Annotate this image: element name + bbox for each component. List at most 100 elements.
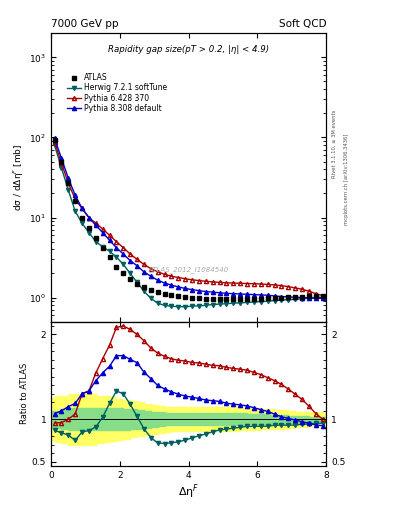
Herwig 7.2.1 softTune (259, 298, 263, 305)
Herwig 7.2.1 softTune (162, 302, 167, 308)
ATLAS (162, 291, 167, 297)
ATLAS (210, 296, 215, 302)
Herwig 7.2.1 softTune (135, 279, 140, 285)
Pythia 8.308 default (121, 251, 126, 257)
Herwig 7.2.1 softTune (66, 187, 71, 193)
ATLAS (293, 294, 298, 300)
Pythia 6.428 370 (293, 285, 298, 291)
ATLAS (307, 293, 311, 300)
Pythia 6.428 370 (190, 276, 195, 283)
ATLAS (265, 295, 270, 302)
Herwig 7.2.1 softTune (293, 296, 298, 303)
X-axis label: Δη$^F$: Δη$^F$ (178, 482, 199, 501)
Herwig 7.2.1 softTune (114, 254, 119, 260)
Text: Soft QCD: Soft QCD (279, 19, 326, 29)
ATLAS (121, 270, 126, 276)
Herwig 7.2.1 softTune (183, 304, 187, 310)
Pythia 8.308 default (259, 292, 263, 298)
Pythia 6.428 370 (66, 180, 71, 186)
Pythia 8.308 default (183, 285, 187, 291)
Pythia 6.428 370 (272, 282, 277, 288)
Pythia 6.428 370 (107, 232, 112, 239)
Pythia 8.308 default (141, 269, 146, 275)
Herwig 7.2.1 softTune (149, 295, 153, 302)
Pythia 6.428 370 (252, 281, 256, 287)
Pythia 6.428 370 (155, 269, 160, 275)
Herwig 7.2.1 softTune (86, 229, 91, 236)
Pythia 8.308 default (86, 215, 91, 221)
Herwig 7.2.1 softTune (238, 300, 242, 306)
Herwig 7.2.1 softTune (217, 301, 222, 307)
Pythia 8.308 default (279, 293, 284, 300)
ATLAS (300, 293, 305, 300)
Herwig 7.2.1 softTune (94, 239, 98, 245)
ATLAS (252, 296, 256, 302)
ATLAS (320, 292, 325, 298)
Pythia 6.428 370 (121, 245, 126, 251)
Pythia 8.308 default (300, 294, 305, 301)
Line: Pythia 6.428 370: Pythia 6.428 370 (52, 140, 325, 297)
Herwig 7.2.1 softTune (128, 270, 132, 276)
Line: ATLAS: ATLAS (52, 138, 325, 302)
Herwig 7.2.1 softTune (272, 297, 277, 304)
Pythia 6.428 370 (135, 257, 140, 263)
Herwig 7.2.1 softTune (52, 142, 57, 148)
Pythia 8.308 default (238, 291, 242, 297)
Herwig 7.2.1 softTune (100, 244, 105, 250)
Pythia 8.308 default (231, 291, 236, 297)
Pythia 6.428 370 (80, 205, 84, 211)
Herwig 7.2.1 softTune (279, 297, 284, 303)
Herwig 7.2.1 softTune (141, 288, 146, 294)
Pythia 8.308 default (204, 288, 208, 294)
Pythia 6.428 370 (114, 239, 119, 245)
Pythia 6.428 370 (128, 251, 132, 257)
Pythia 8.308 default (265, 292, 270, 298)
Pythia 8.308 default (94, 222, 98, 228)
Pythia 8.308 default (293, 294, 298, 301)
Pythia 6.428 370 (300, 286, 305, 292)
Pythia 8.308 default (190, 287, 195, 293)
Pythia 8.308 default (59, 155, 64, 161)
Herwig 7.2.1 softTune (204, 302, 208, 308)
Herwig 7.2.1 softTune (320, 294, 325, 301)
Pythia 8.308 default (224, 290, 229, 296)
ATLAS (52, 137, 57, 143)
ATLAS (141, 284, 146, 290)
ATLAS (100, 245, 105, 251)
ATLAS (231, 296, 236, 303)
Pythia 8.308 default (169, 282, 174, 288)
ATLAS (183, 294, 187, 300)
ATLAS (114, 264, 119, 270)
Pythia 8.308 default (155, 277, 160, 283)
ATLAS (149, 287, 153, 293)
Pythia 6.428 370 (204, 278, 208, 284)
ATLAS (80, 215, 84, 221)
Pythia 6.428 370 (238, 280, 242, 286)
Legend: ATLAS, Herwig 7.2.1 softTune, Pythia 6.428 370, Pythia 8.308 default: ATLAS, Herwig 7.2.1 softTune, Pythia 6.4… (66, 72, 169, 114)
Y-axis label: dσ / dΔη$^F$ [mb]: dσ / dΔη$^F$ [mb] (12, 144, 26, 211)
Pythia 8.308 default (107, 237, 112, 243)
Pythia 6.428 370 (286, 284, 291, 290)
Herwig 7.2.1 softTune (73, 208, 77, 214)
Pythia 8.308 default (252, 291, 256, 297)
Pythia 6.428 370 (52, 139, 57, 145)
ATLAS (107, 254, 112, 260)
Pythia 6.428 370 (279, 283, 284, 289)
Herwig 7.2.1 softTune (314, 294, 318, 301)
ATLAS (204, 295, 208, 302)
Pythia 8.308 default (135, 263, 140, 269)
Herwig 7.2.1 softTune (252, 299, 256, 305)
Pythia 8.308 default (162, 280, 167, 286)
Herwig 7.2.1 softTune (121, 261, 126, 267)
Herwig 7.2.1 softTune (210, 302, 215, 308)
Line: Herwig 7.2.1 softTune: Herwig 7.2.1 softTune (52, 143, 325, 309)
Pythia 6.428 370 (314, 291, 318, 297)
Text: ATLAS_2012_I1084540: ATLAS_2012_I1084540 (149, 266, 229, 273)
ATLAS (217, 296, 222, 303)
Y-axis label: Ratio to ATLAS: Ratio to ATLAS (20, 363, 29, 424)
Herwig 7.2.1 softTune (155, 300, 160, 306)
Pythia 8.308 default (128, 258, 132, 264)
ATLAS (66, 180, 71, 186)
ATLAS (94, 235, 98, 241)
Pythia 6.428 370 (149, 266, 153, 272)
